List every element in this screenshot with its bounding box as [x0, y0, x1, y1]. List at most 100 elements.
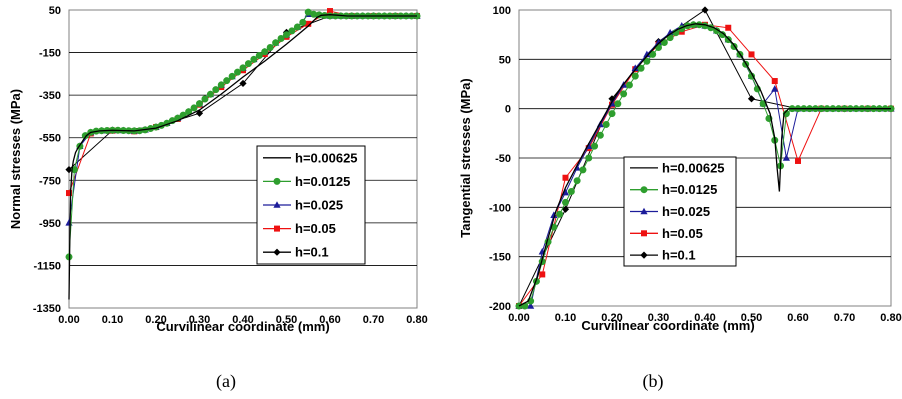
chart-a-x-ticks: 0.00 0.10 0.20 0.30 0.40 0.50 0.60 0.70 0.80	[58, 314, 427, 326]
chart-b-series-1-point	[649, 50, 657, 58]
chart-a-series-1-point	[196, 100, 203, 108]
chart-a-series-1-point	[228, 72, 236, 80]
chart-a-series-1-point	[250, 55, 258, 63]
chart-b-legend-label: h=0.0125	[662, 182, 717, 197]
chart-a-series-0-line	[68, 14, 417, 300]
chart-b-series-1-point	[643, 57, 651, 65]
chart-b-series-1-point	[602, 120, 610, 128]
chart-a-series-1-point	[261, 48, 269, 56]
chart-b-ytick-label: -200	[489, 301, 511, 313]
chart-a-series-1-point	[244, 60, 252, 68]
chart-a-xtick-label: 0.60	[319, 314, 340, 326]
chart-b-series-1-point	[660, 39, 668, 47]
chart-a-series-1-point	[288, 27, 296, 35]
chart-b-xtick-label: 0.50	[741, 312, 762, 324]
chart-a-y-ticks: 50 -150 -350 -550 -750 -950 -1150 -1350	[33, 5, 61, 315]
chart-b-series-0-line	[518, 23, 891, 307]
chart-a-series-1-point	[266, 43, 274, 51]
chart-b-series-1-point	[614, 100, 622, 108]
chart-b-series-2-point	[631, 64, 639, 72]
chart-b-series-1-point	[608, 110, 616, 118]
chart-b-ytick-label: -100	[489, 202, 511, 214]
chart-b-series-1-point	[585, 154, 593, 162]
chart-b-series-3-point	[562, 174, 569, 181]
chart-b-xtick-label: 0.40	[694, 312, 715, 324]
chart-a-series-1-point	[277, 35, 285, 43]
chart-b-ylabel: Tangential stresses (MPa)	[458, 78, 473, 237]
chart-b-ytick-label: -150	[489, 252, 511, 264]
chart-b-series-4-point	[747, 95, 756, 103]
chart-b-series-2-point	[527, 302, 535, 309]
chart-b-legend-marker	[640, 186, 648, 194]
chart-a-series-3-point	[305, 20, 312, 27]
chart-b-series-3-point	[748, 51, 755, 58]
chart-b-legend-label: h=0.00625	[662, 160, 725, 175]
chart-a-series-4-point	[65, 166, 73, 174]
chart-a-series-1-point	[201, 95, 209, 103]
chart-a-series-1-point	[239, 64, 247, 72]
chart-a-series-1-point	[234, 68, 242, 76]
chart-b-xtick-label: 0.30	[648, 312, 669, 324]
chart-a-xtick-label: 0.30	[189, 314, 210, 326]
chart-a-xtick-label: 0.50	[276, 314, 297, 326]
chart-a-series-1-point	[272, 39, 280, 47]
chart-a-xtick-label: 0.80	[406, 314, 427, 326]
chart-a-series-1-point	[217, 81, 225, 89]
chart-b-series-3-point	[539, 271, 546, 278]
chart-a-ytick-label: -550	[39, 133, 61, 145]
chart-a-series-1-point	[212, 86, 220, 94]
chart-b-series-3-point	[725, 24, 732, 31]
chart-a-ytick-label: -1350	[33, 303, 61, 315]
chart-a-legend-label: h=0.025	[295, 198, 343, 213]
chart-a-series-3-point	[66, 190, 72, 197]
chart-b-caption: (b)	[643, 371, 664, 392]
chart-b-series-1-point	[620, 90, 628, 98]
chart-b-series-2-point	[643, 50, 651, 58]
chart-a-xtick-label: 0.00	[58, 314, 79, 326]
chart-b-xtick-label: 0.70	[834, 312, 855, 324]
chart-b-series-2-point	[666, 28, 674, 36]
chart-b-ytick-label: 50	[499, 54, 511, 66]
chart-a-ytick-label: -750	[39, 175, 61, 187]
chart-a-series	[65, 8, 421, 300]
chart-b-series-1-point	[596, 131, 604, 139]
chart-a-ytick-label: 50	[49, 5, 61, 17]
chart-a-xtick-label: 0.70	[363, 314, 384, 326]
chart-a-xtick-label: 0.40	[232, 314, 253, 326]
chart-a-legend-label: h=0.0125	[295, 174, 350, 189]
chart-a-ytick-label: -150	[39, 48, 61, 60]
chart-a-ytick-label: -950	[39, 218, 61, 230]
chart-a-ytick-label: -1150	[33, 260, 61, 272]
chart-a-ytick-label: -350	[39, 90, 61, 102]
chart-a-series-3	[66, 8, 420, 197]
chart-a-legend-label: h=0.1	[295, 245, 329, 260]
chart-b-xtick-label: 0.20	[601, 312, 622, 324]
chart-b-series-2-point	[550, 211, 558, 219]
chart-b-xtick-label: 0.00	[508, 312, 529, 324]
chart-a-series-1-point	[223, 77, 231, 85]
chart-a-xlabel: Curvilinear coordinate (mm)	[156, 319, 329, 334]
chart-a-series-1-point	[190, 104, 198, 112]
chart-b-series-1-point	[562, 198, 569, 206]
chart-b-series-1-point	[579, 166, 587, 174]
chart-a-series-1-point	[283, 31, 290, 39]
chart-a-xtick-label: 0.20	[145, 314, 166, 326]
chart-b-series-3-point	[771, 78, 778, 85]
chart-a-ylabel: Normal stresses (MPa)	[8, 89, 23, 229]
chart-b-ytick-label: 100	[493, 5, 511, 17]
chart-b-ytick-label: -50	[495, 153, 511, 165]
chart-b-xtick-label: 0.10	[555, 312, 576, 324]
chart-b-legend-marker	[640, 207, 648, 215]
chart-b-series-3-point	[795, 157, 801, 164]
chart-b-series-1-point	[573, 177, 581, 185]
chart-a-series-1	[65, 8, 421, 261]
chart-a-series-2	[65, 10, 421, 226]
chart-a-caption: (a)	[216, 371, 236, 392]
chart-a-series-1-point	[81, 132, 89, 140]
chart-a-legend-label: h=0.05	[295, 221, 336, 236]
chart-b-series-2-point	[782, 154, 790, 161]
chart-b-series-1-point	[625, 81, 633, 89]
chart-a-series-0	[68, 14, 417, 300]
